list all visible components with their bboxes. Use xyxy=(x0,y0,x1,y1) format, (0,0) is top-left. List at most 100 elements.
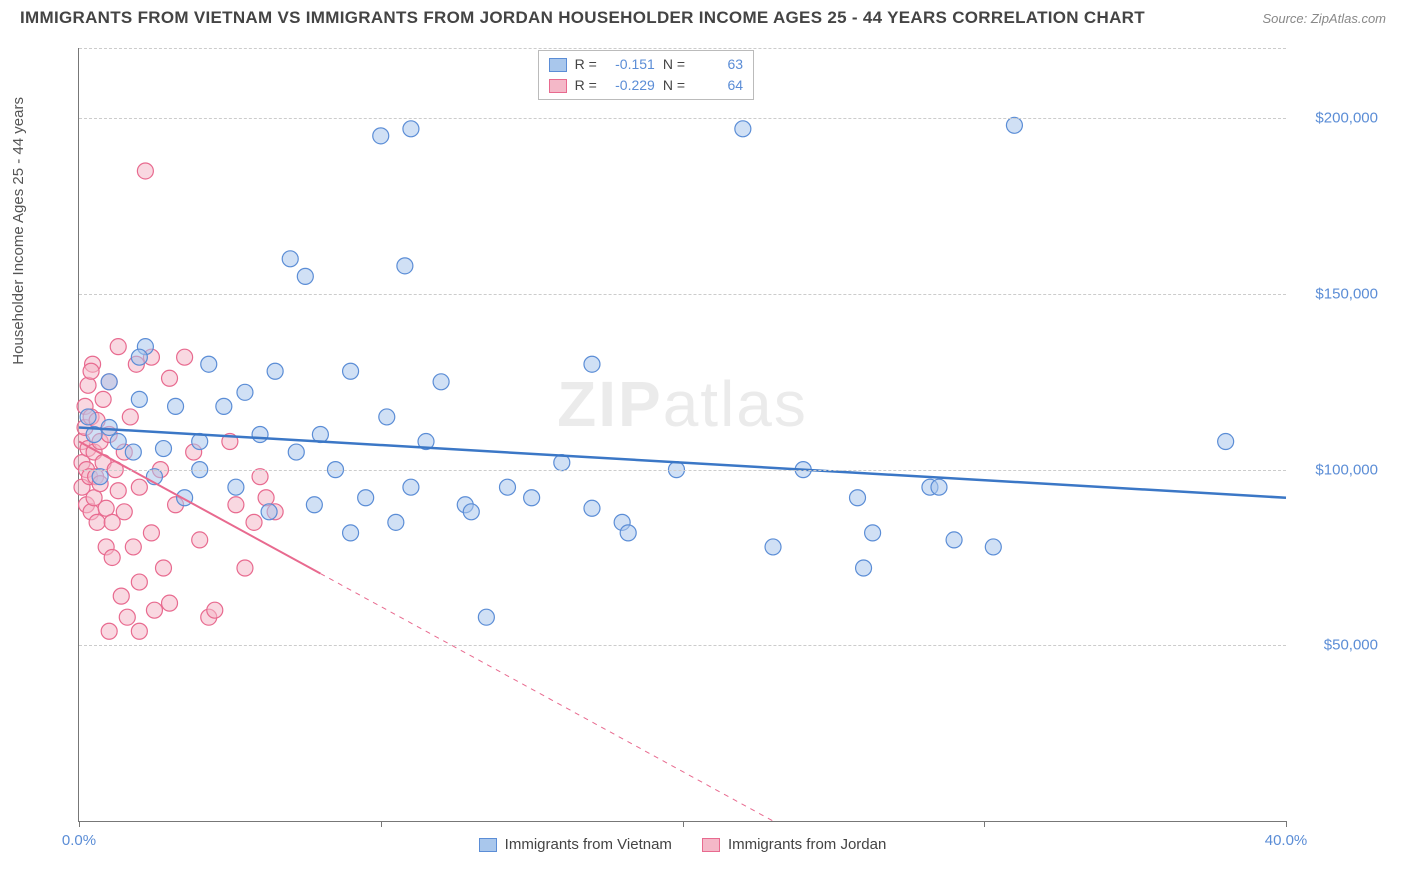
x-tick xyxy=(1286,821,1287,827)
gridline xyxy=(79,645,1286,646)
data-point xyxy=(168,398,184,414)
data-point xyxy=(101,623,117,639)
data-point xyxy=(463,504,479,520)
data-point xyxy=(80,409,96,425)
data-point xyxy=(584,356,600,372)
chart-title: IMMIGRANTS FROM VIETNAM VS IMMIGRANTS FR… xyxy=(20,8,1145,28)
legend-label-vietnam: Immigrants from Vietnam xyxy=(505,836,672,853)
x-tick xyxy=(381,821,382,827)
data-point xyxy=(146,602,162,618)
data-point xyxy=(379,409,395,425)
chart-svg xyxy=(79,48,1286,821)
data-point xyxy=(985,539,1001,555)
x-tick xyxy=(984,821,985,827)
data-point xyxy=(306,497,322,513)
y-tick-label: $100,000 xyxy=(1315,461,1378,478)
data-point xyxy=(80,377,96,393)
x-tick xyxy=(79,821,80,827)
gridline xyxy=(79,48,1286,49)
data-point xyxy=(403,121,419,137)
data-point xyxy=(228,497,244,513)
data-point xyxy=(110,483,126,499)
y-axis-label: Householder Income Ages 25 - 44 years xyxy=(10,97,27,365)
data-point xyxy=(620,525,636,541)
data-point xyxy=(207,602,223,618)
plot-area: ZIPatlas R = -0.151 N = 63 R = -0.229 N … xyxy=(78,48,1286,822)
legend-item-jordan: Immigrants from Jordan xyxy=(702,836,886,853)
data-point xyxy=(131,574,147,590)
data-point xyxy=(116,504,132,520)
gridline xyxy=(79,470,1286,471)
legend-swatch-vietnam xyxy=(479,838,497,852)
gridline xyxy=(79,118,1286,119)
data-point xyxy=(155,441,171,457)
data-point xyxy=(850,490,866,506)
data-point xyxy=(162,370,178,386)
data-point xyxy=(122,409,138,425)
data-point xyxy=(125,539,141,555)
y-tick-label: $150,000 xyxy=(1315,285,1378,302)
data-point xyxy=(252,469,268,485)
data-point xyxy=(237,384,253,400)
data-point xyxy=(288,444,304,460)
legend-swatch-jordan xyxy=(702,838,720,852)
trend-line xyxy=(79,427,1286,497)
data-point xyxy=(143,525,159,541)
data-point xyxy=(113,588,129,604)
data-point xyxy=(110,339,126,355)
data-point xyxy=(246,514,262,530)
data-point xyxy=(1218,434,1234,450)
y-tick-label: $200,000 xyxy=(1315,110,1378,127)
data-point xyxy=(584,500,600,516)
data-point xyxy=(131,349,147,365)
data-point xyxy=(267,363,283,379)
data-point xyxy=(261,504,277,520)
data-point xyxy=(125,444,141,460)
data-point xyxy=(101,419,117,435)
data-point xyxy=(192,532,208,548)
data-point xyxy=(201,356,217,372)
data-point xyxy=(110,434,126,450)
data-point xyxy=(765,539,781,555)
data-point xyxy=(297,268,313,284)
data-point xyxy=(1006,117,1022,133)
data-point xyxy=(478,609,494,625)
data-point xyxy=(358,490,374,506)
data-point xyxy=(343,525,359,541)
x-tick xyxy=(683,821,684,827)
data-point xyxy=(258,490,274,506)
x-tick-label: 40.0% xyxy=(1265,832,1308,849)
data-point xyxy=(373,128,389,144)
data-point xyxy=(131,623,147,639)
x-tick-label: 0.0% xyxy=(62,832,96,849)
data-point xyxy=(433,374,449,390)
data-point xyxy=(162,595,178,611)
data-point xyxy=(92,469,108,485)
data-point xyxy=(282,251,298,267)
data-point xyxy=(104,549,120,565)
gridline xyxy=(79,294,1286,295)
data-point xyxy=(735,121,751,137)
data-point xyxy=(865,525,881,541)
data-point xyxy=(89,514,105,530)
data-point xyxy=(95,391,111,407)
data-point xyxy=(343,363,359,379)
data-point xyxy=(397,258,413,274)
data-point xyxy=(946,532,962,548)
data-point xyxy=(155,560,171,576)
data-point xyxy=(101,374,117,390)
series-legend: Immigrants from Vietnam Immigrants from … xyxy=(79,836,1286,853)
y-tick-label: $50,000 xyxy=(1324,637,1378,654)
data-point xyxy=(388,514,404,530)
data-point xyxy=(403,479,419,495)
data-point xyxy=(119,609,135,625)
legend-label-jordan: Immigrants from Jordan xyxy=(728,836,886,853)
data-point xyxy=(524,490,540,506)
data-point xyxy=(216,398,232,414)
data-point xyxy=(237,560,253,576)
data-point xyxy=(252,427,268,443)
chart-container: Householder Income Ages 25 - 44 years ZI… xyxy=(20,38,1386,852)
data-point xyxy=(228,479,244,495)
data-point xyxy=(83,363,99,379)
data-point xyxy=(856,560,872,576)
